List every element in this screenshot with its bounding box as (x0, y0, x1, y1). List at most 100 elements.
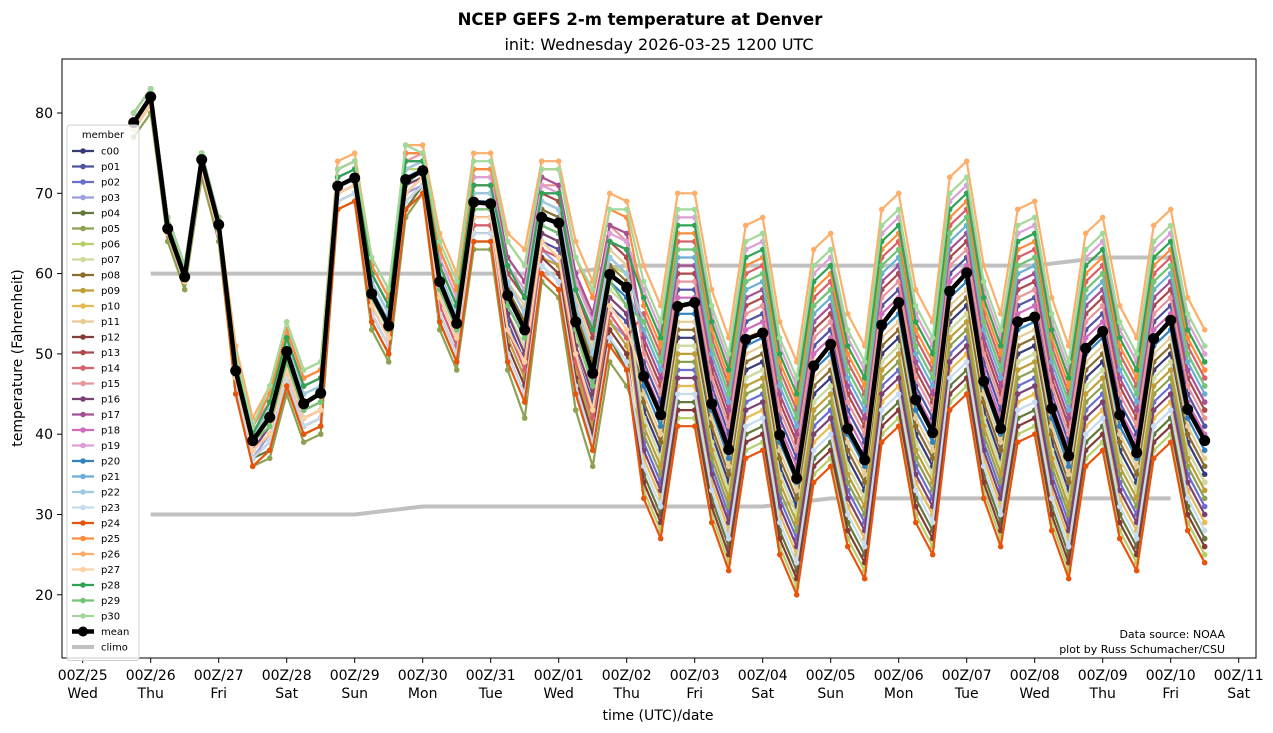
point-p09 (708, 447, 715, 454)
point-p28 (980, 294, 987, 301)
legend-item-p26: p26 (72, 550, 120, 561)
credit-annotation: plot by Russ Schumacher/CSU (1059, 643, 1225, 656)
point-p29 (827, 286, 834, 293)
point-p12 (844, 527, 851, 534)
x-tick-label-time: 00Z/04 (738, 668, 788, 684)
point-p26 (351, 150, 358, 156)
mean-point (638, 370, 650, 382)
point-p17 (776, 391, 783, 397)
point-p29 (708, 343, 715, 349)
point-p26 (912, 286, 919, 293)
legend-label: p27 (101, 565, 120, 576)
legend-label: c00 (101, 147, 119, 158)
point-p29 (1065, 399, 1072, 405)
point-p07 (1201, 479, 1208, 486)
point-p26 (419, 142, 426, 148)
point-p28 (929, 351, 936, 357)
point-p24 (1167, 439, 1174, 446)
point-p30 (861, 359, 868, 365)
point-p29 (1167, 262, 1174, 269)
point-p25 (589, 294, 596, 301)
series-line-p30 (132, 87, 1206, 428)
point-p29 (1048, 351, 1055, 357)
point-p28 (1048, 327, 1055, 333)
point-p09 (844, 471, 851, 478)
point-p29 (793, 415, 800, 421)
point-p25 (1201, 367, 1208, 373)
point-p24 (827, 463, 834, 470)
mean-point (604, 268, 616, 280)
point-p23 (759, 415, 766, 421)
point-p26 (827, 230, 834, 237)
mean-point (927, 427, 939, 439)
point-p11 (929, 447, 936, 454)
point-p22 (606, 254, 613, 261)
point-p24 (640, 495, 647, 502)
point-p28 (793, 391, 800, 397)
legend-item-p07: p07 (72, 255, 120, 266)
mean-point (281, 346, 293, 357)
mean-point (451, 317, 463, 329)
point-p24 (657, 535, 664, 542)
legend-label: p29 (101, 596, 120, 607)
climo-high-line (150, 255, 1171, 276)
point-p30 (759, 230, 766, 237)
point-p24 (776, 551, 783, 558)
point-p23 (980, 463, 987, 470)
point-p21 (793, 423, 800, 430)
legend-item-p24: p24 (72, 519, 120, 530)
y-axis-label: temperature (Fahrenheit) (10, 269, 26, 446)
point-p23 (878, 407, 885, 413)
point-p30 (997, 327, 1004, 333)
point-p09 (1099, 375, 1106, 381)
point-p27 (555, 254, 562, 261)
point-p23 (1048, 495, 1055, 502)
point-p16 (742, 407, 749, 413)
point-p25 (1184, 335, 1191, 341)
point-p09 (895, 351, 902, 357)
point-p26 (1014, 206, 1021, 213)
point-p19 (1201, 351, 1208, 357)
point-p28 (470, 182, 477, 189)
point-p23 (793, 559, 800, 566)
mean-point (1199, 435, 1211, 447)
point-p21 (1184, 359, 1191, 365)
point-p23 (623, 359, 630, 365)
point-p11 (1133, 463, 1140, 470)
point-p16 (1082, 415, 1089, 421)
point-p24 (742, 455, 749, 462)
point-p26 (1201, 327, 1208, 333)
point-p26 (691, 190, 698, 197)
point-p24 (368, 319, 375, 325)
point-p11 (640, 391, 647, 397)
point-p17 (912, 359, 919, 365)
mean-point (366, 288, 378, 300)
point-p29 (317, 399, 324, 405)
point-p24 (1031, 431, 1038, 438)
point-p29 (742, 278, 749, 285)
x-tick-label-day: Tue (478, 686, 503, 702)
point-p28 (555, 190, 562, 197)
point-p09 (810, 407, 817, 413)
legend-item-p14: p14 (72, 364, 120, 375)
point-p24 (1133, 567, 1140, 574)
mean-point (825, 338, 837, 350)
point-p24 (1082, 463, 1089, 470)
point-p28 (283, 335, 290, 341)
point-p29 (895, 246, 902, 253)
point-p28 (606, 238, 613, 245)
point-p23 (1201, 527, 1208, 534)
point-p15 (844, 399, 851, 405)
point-p11 (912, 415, 919, 421)
mean-point (315, 387, 327, 399)
point-p27 (606, 302, 613, 309)
point-p04 (1201, 535, 1208, 542)
point-p30 (1133, 351, 1140, 357)
point-p09 (640, 423, 647, 430)
point-p18 (1014, 311, 1021, 317)
point-p30 (300, 367, 307, 373)
point-p17 (861, 415, 868, 421)
point-p24 (997, 543, 1004, 550)
legend-label: p23 (101, 503, 120, 514)
point-p05 (572, 407, 579, 413)
